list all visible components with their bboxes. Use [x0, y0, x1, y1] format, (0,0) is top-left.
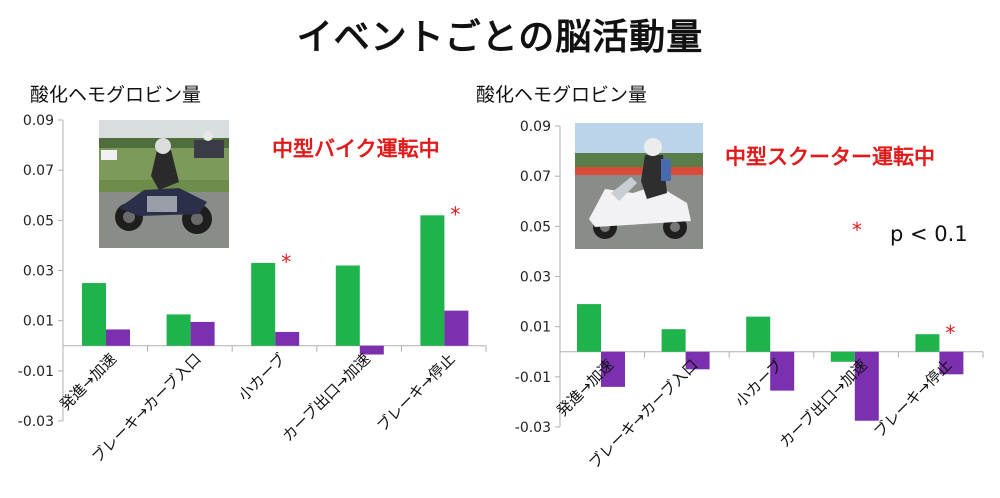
- x-tick-label: 発進→加速: [56, 350, 120, 414]
- bar-series-1: [166, 314, 191, 346]
- bar-series-2: [770, 351, 795, 391]
- bar-series-1: [830, 351, 855, 362]
- y-tick-label: 0.01: [520, 320, 551, 336]
- significance-marker: *: [945, 321, 955, 345]
- bar-series-2: [190, 321, 215, 346]
- y-tick-label: -0.01: [18, 364, 54, 380]
- x-tick-label: カーブ出口→加速: [279, 350, 374, 445]
- y-tick-label: 0.07: [23, 163, 54, 179]
- significance-marker: *: [281, 250, 291, 274]
- bar-series-2: [106, 329, 130, 346]
- right-chart-ylabel: 酸化ヘモグロビン量: [476, 84, 648, 106]
- bar-series-1: [335, 265, 360, 346]
- y-tick-label: 0.01: [23, 314, 54, 330]
- y-tick-label: 0.03: [23, 264, 54, 280]
- bar-series-2: [685, 351, 710, 370]
- bar-series-1: [420, 215, 445, 346]
- left-chart-ylabel: 酸化ヘモグロビン量: [30, 84, 202, 106]
- y-tick-label: -0.03: [18, 414, 54, 430]
- bar-series-1: [661, 329, 686, 352]
- significance-star: *: [852, 218, 862, 242]
- bar-series-1: [746, 316, 771, 352]
- y-tick-label: 0.05: [520, 219, 551, 235]
- y-tick-label: 0.05: [23, 213, 54, 229]
- motorcycle-rider-photo: [99, 120, 229, 248]
- y-tick-label: -0.03: [515, 420, 551, 436]
- bar-series-2: [601, 351, 625, 387]
- significance-note: p < 0.1: [890, 222, 968, 246]
- right-chart-title: 中型スクーター運転中: [725, 145, 935, 169]
- page-title: イベントごとの脳活動量: [296, 17, 704, 58]
- x-tick-label: 小カーブ: [235, 350, 290, 405]
- left-chart-title: 中型バイク運転中: [272, 137, 440, 161]
- bar-series-1: [915, 334, 940, 352]
- bar-series-1: [82, 283, 106, 346]
- y-tick-label: 0.03: [520, 270, 551, 286]
- x-tick-label: ブレーキ→停止: [870, 356, 955, 441]
- bar-series-2: [939, 351, 964, 375]
- y-tick-label: 0.07: [520, 169, 551, 185]
- x-tick-label: 発進→加速: [553, 356, 617, 420]
- bar-series-1: [577, 304, 601, 352]
- bar-series-2: [854, 351, 879, 421]
- significance-marker: *: [450, 202, 460, 226]
- x-tick-label: ブレーキ→停止: [373, 350, 458, 435]
- y-tick-label: 0.09: [23, 113, 54, 129]
- bar-series-2: [444, 310, 469, 346]
- bar-series-1: [251, 262, 276, 346]
- y-tick-label: 0.09: [520, 119, 551, 135]
- scooter-rider-photo: [575, 123, 703, 249]
- bar-series-2: [275, 331, 300, 346]
- bar-series-2: [359, 345, 384, 355]
- y-tick-label: -0.01: [515, 370, 551, 386]
